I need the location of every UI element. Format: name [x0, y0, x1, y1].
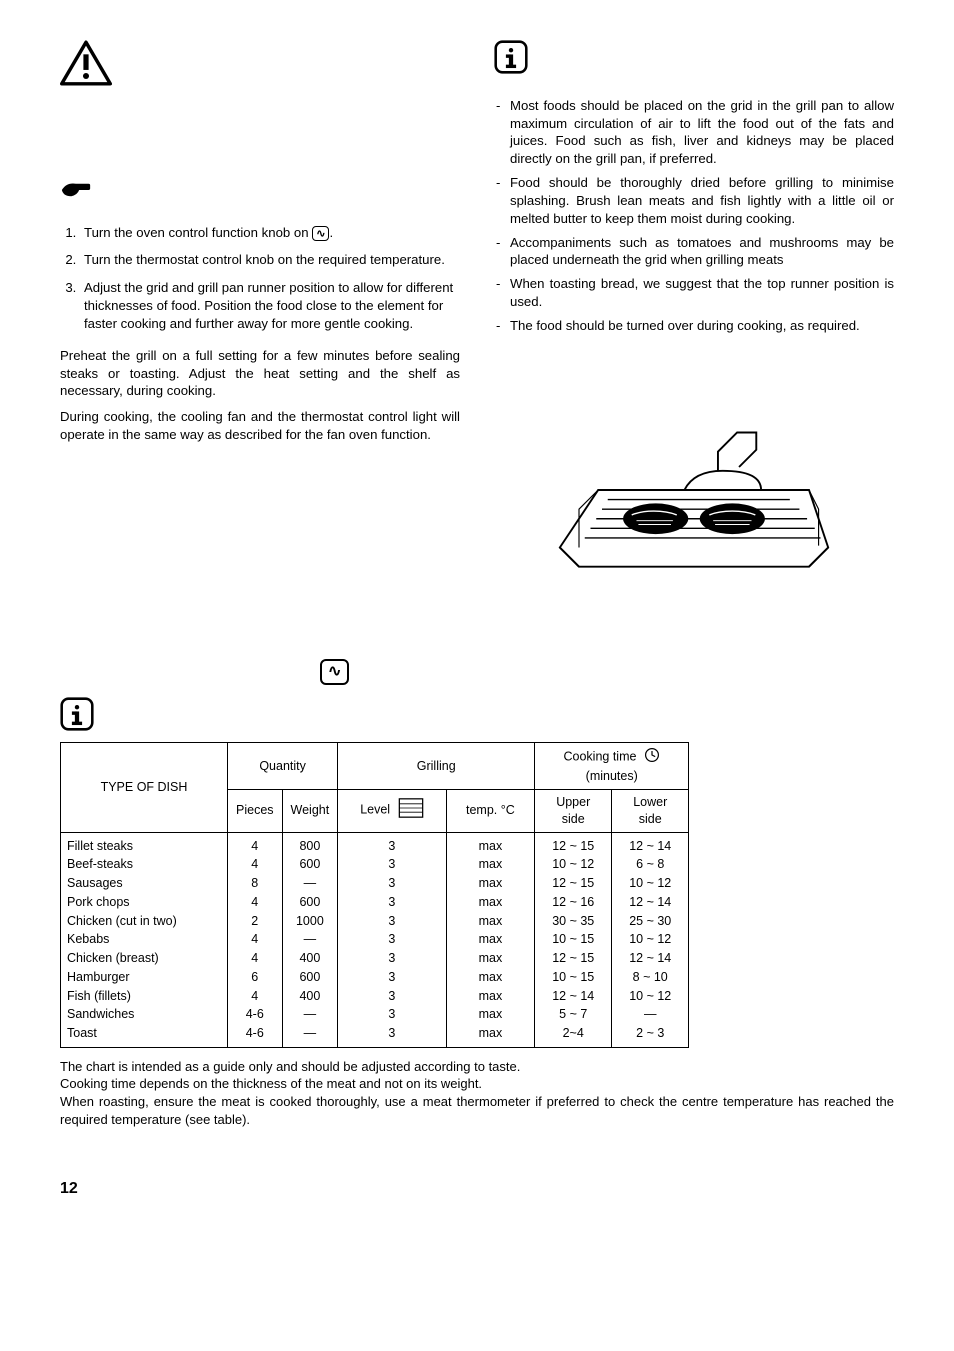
- th-type: TYPE OF DISH: [61, 743, 228, 833]
- note-3: When roasting, ensure the meat is cooked…: [60, 1093, 894, 1128]
- step-1-suffix: .: [329, 225, 333, 240]
- step-3: Adjust the grid and grill pan runner pos…: [80, 279, 460, 332]
- table-row: Fillet steaksBeef-steaksSausagesPork cho…: [61, 832, 689, 1047]
- tip-4: When toasting bread, we suggest that the…: [510, 275, 894, 311]
- th-cooktime-label: Cooking time: [564, 750, 637, 764]
- th-upper: Upper side: [535, 789, 612, 832]
- col-upper: 12 ~ 1510 ~ 1212 ~ 1512 ~ 1630 ~ 3510 ~ …: [535, 832, 612, 1047]
- tip-2: Food should be thoroughly dried before g…: [510, 174, 894, 227]
- info-icon: [494, 40, 894, 79]
- cooling-fan-paragraph: During cooking, the cooling fan and the …: [60, 408, 460, 444]
- grill-icon-large: ∿: [320, 659, 349, 685]
- step-1: Turn the oven control function knob on ∿…: [80, 224, 460, 242]
- th-level-label: Level: [360, 803, 390, 817]
- grill-pan-figure: [494, 375, 894, 610]
- grill-icon: ∿: [312, 226, 329, 241]
- tip-3: Accompaniments such as tomatoes and mush…: [510, 234, 894, 270]
- col-temp: maxmaxmaxmaxmaxmaxmaxmaxmaxmaxmax: [446, 832, 535, 1047]
- col-weight: 800600—6001000—400600400——: [282, 832, 338, 1047]
- step-1-prefix: Turn the oven control function knob on: [84, 225, 312, 240]
- col-pieces: 4484244644-64-6: [228, 832, 283, 1047]
- th-quantity: Quantity: [228, 743, 338, 790]
- clock-icon: [644, 747, 660, 768]
- col-lower: 12 ~ 146 ~ 810 ~ 1212 ~ 1425 ~ 3010 ~ 12…: [612, 832, 689, 1047]
- th-pieces: Pieces: [228, 789, 283, 832]
- th-level: Level: [338, 789, 446, 832]
- th-cooktime: Cooking time (minutes): [535, 743, 689, 790]
- th-temp: temp. °C: [446, 789, 535, 832]
- cooking-table: TYPE OF DISH Quantity Grilling Cooking t…: [60, 742, 689, 1048]
- tips-list: Most foods should be placed on the grid …: [494, 97, 894, 335]
- note-1: The chart is intended as a guide only an…: [60, 1058, 894, 1076]
- tip-5: The food should be turned over during co…: [510, 317, 894, 335]
- warning-icon: [60, 40, 460, 91]
- hand-pointer-icon: [60, 179, 460, 206]
- info-icon-2: [60, 697, 894, 736]
- note-2: Cooking time depends on the thickness of…: [60, 1075, 894, 1093]
- preheat-paragraph: Preheat the grill on a full setting for …: [60, 347, 460, 400]
- col-level: 33333333333: [338, 832, 446, 1047]
- th-grilling: Grilling: [338, 743, 535, 790]
- th-lower: Lower side: [612, 789, 689, 832]
- tip-1: Most foods should be placed on the grid …: [510, 97, 894, 168]
- step-2: Turn the thermostat control knob on the …: [80, 251, 460, 269]
- col-dish: Fillet steaksBeef-steaksSausagesPork cho…: [61, 832, 228, 1047]
- steps-list: Turn the oven control function knob on ∿…: [60, 224, 460, 333]
- th-cooktime-sub: (minutes): [586, 769, 638, 783]
- page-number: 12: [60, 1178, 894, 1200]
- rack-icon: [398, 798, 424, 823]
- notes: The chart is intended as a guide only an…: [60, 1058, 894, 1128]
- th-weight: Weight: [282, 789, 338, 832]
